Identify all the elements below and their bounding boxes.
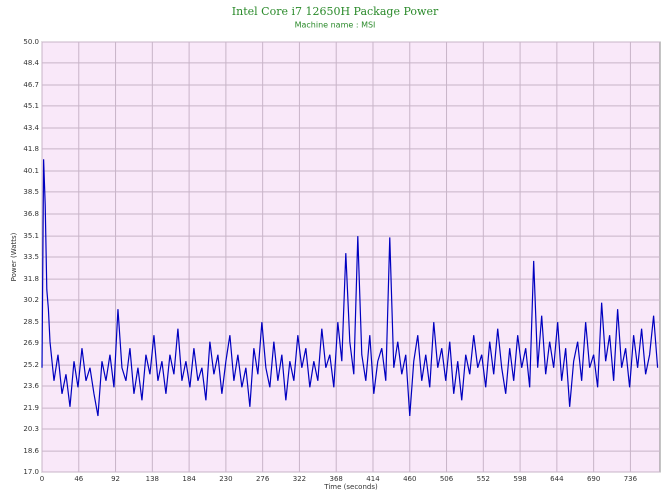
y-tick-label: 41.8 bbox=[23, 145, 39, 153]
y-tick-label: 33.5 bbox=[23, 253, 39, 261]
y-tick-label: 21.9 bbox=[23, 404, 39, 412]
y-tick-label: 20.3 bbox=[23, 425, 39, 433]
x-tick-label: 506 bbox=[440, 475, 454, 483]
y-tick-label: 25.2 bbox=[23, 361, 39, 369]
x-tick-label: 644 bbox=[550, 475, 564, 483]
y-tick-label: 46.7 bbox=[23, 81, 39, 89]
y-tick-label: 40.1 bbox=[23, 167, 39, 175]
x-tick-label: 552 bbox=[477, 475, 490, 483]
x-tick-label: 0 bbox=[40, 475, 44, 483]
y-tick-label: 23.6 bbox=[23, 382, 39, 390]
y-tick-label: 26.9 bbox=[23, 339, 39, 347]
y-tick-label: 28.5 bbox=[23, 318, 39, 326]
y-tick-label: 50.0 bbox=[23, 38, 39, 46]
x-tick-label: 690 bbox=[587, 475, 600, 483]
x-tick-label: 138 bbox=[146, 475, 159, 483]
x-tick-label: 736 bbox=[624, 475, 638, 483]
x-tick-label: 598 bbox=[513, 475, 526, 483]
x-tick-label: 276 bbox=[256, 475, 270, 483]
x-tick-label: 460 bbox=[403, 475, 416, 483]
y-tick-label: 45.1 bbox=[23, 102, 39, 110]
y-tick-label: 31.8 bbox=[23, 275, 39, 283]
x-axis-label: Time (seconds) bbox=[323, 483, 378, 491]
x-tick-label: 230 bbox=[219, 475, 232, 483]
chart-title: Intel Core i7 12650H Package Power bbox=[232, 5, 439, 18]
y-tick-label: 18.6 bbox=[23, 447, 39, 455]
y-axis-label: Power (Watts) bbox=[10, 232, 18, 281]
y-tick-label: 43.4 bbox=[23, 124, 39, 132]
x-tick-label: 184 bbox=[182, 475, 196, 483]
y-tick-label: 48.4 bbox=[23, 59, 39, 67]
x-tick-label: 46 bbox=[74, 475, 83, 483]
x-tick-label: 414 bbox=[366, 475, 380, 483]
y-tick-label: 35.1 bbox=[23, 232, 39, 240]
x-tick-label: 322 bbox=[293, 475, 306, 483]
y-tick-label: 38.5 bbox=[23, 188, 39, 196]
y-tick-label: 30.2 bbox=[23, 296, 39, 304]
data-line bbox=[41, 159, 659, 417]
x-tick-label: 368 bbox=[330, 475, 343, 483]
y-tick-label: 17.0 bbox=[23, 468, 39, 476]
x-tick-label: 92 bbox=[111, 475, 120, 483]
chart-subtitle: Machine name : MSI bbox=[295, 21, 376, 30]
y-tick-label: 36.8 bbox=[23, 210, 39, 218]
